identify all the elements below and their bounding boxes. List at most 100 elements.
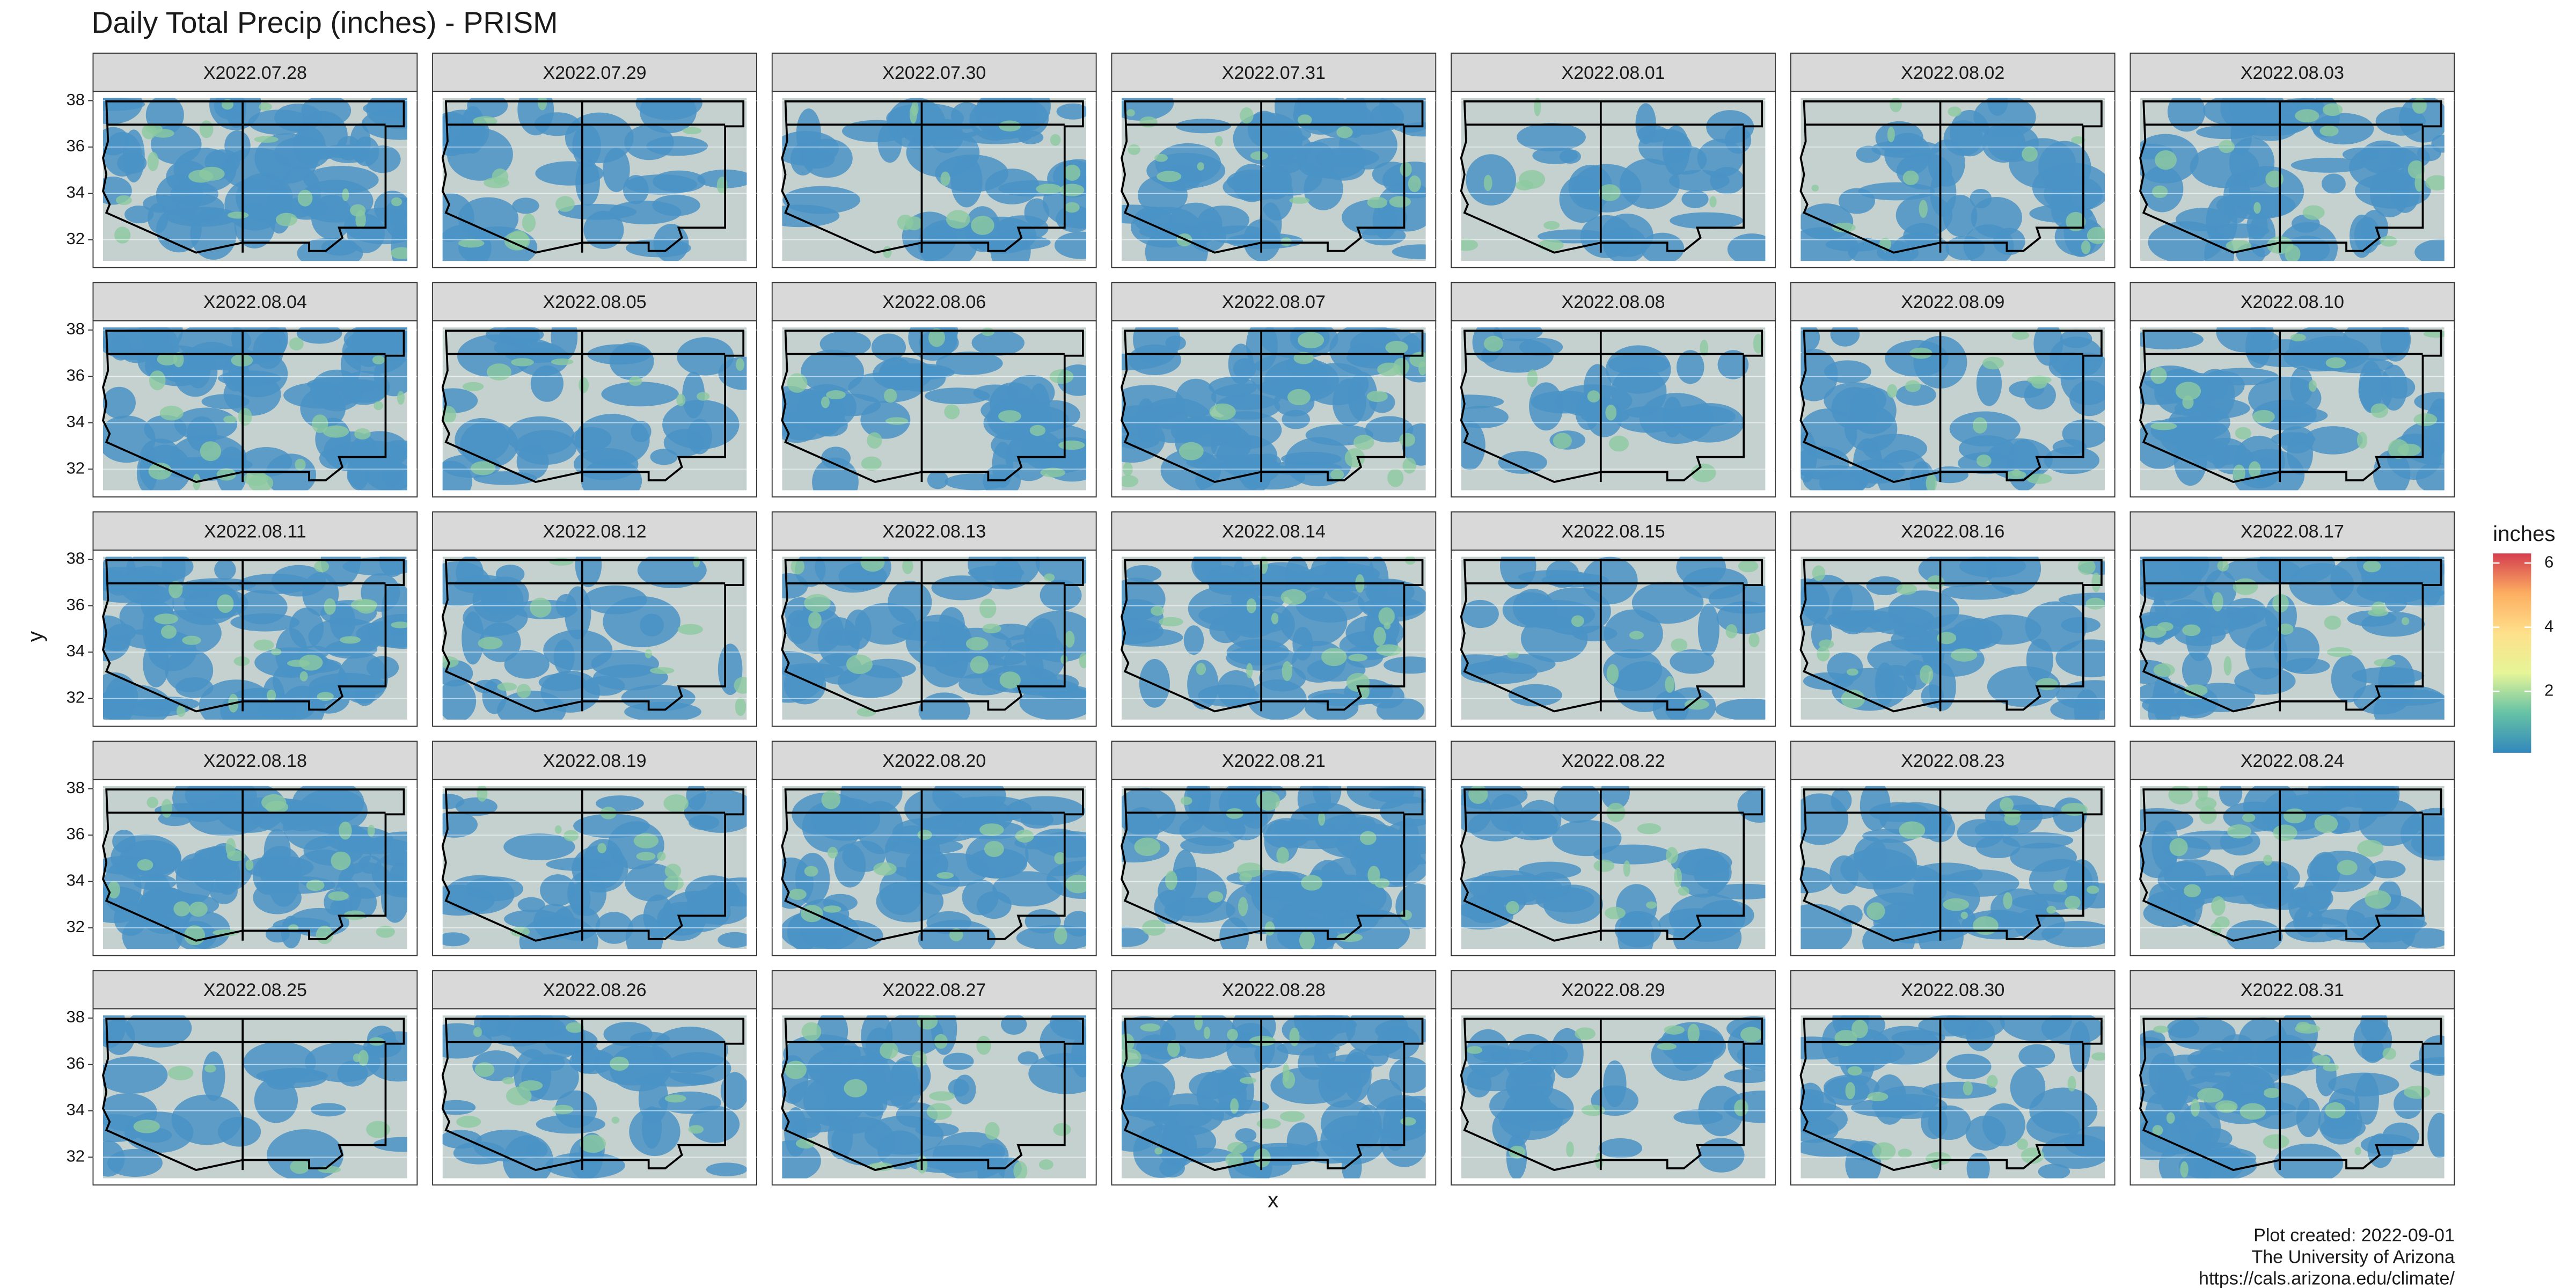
precip-area — [169, 581, 183, 598]
precip-area — [115, 195, 132, 206]
strip-label: X2022.08.13 — [882, 522, 986, 542]
precip-area — [985, 169, 1040, 204]
state-boundary — [441, 559, 745, 713]
precip-area — [355, 210, 366, 229]
precip-area — [821, 790, 841, 809]
facet: X2022.08.22 — [1451, 741, 1776, 956]
precip-area — [380, 874, 407, 923]
state-boundary — [441, 330, 745, 484]
strip-label: X2022.08.20 — [882, 751, 986, 771]
precip-area — [718, 932, 747, 948]
precip-area — [971, 216, 994, 235]
strip-label: X2022.08.01 — [1561, 63, 1665, 83]
strip-label: X2022.08.26 — [543, 980, 646, 1000]
precip-area — [2233, 578, 2258, 595]
precip-area — [2413, 413, 2438, 427]
precip-area — [2140, 557, 2202, 601]
precip-area — [801, 349, 864, 394]
precip-area — [1504, 1086, 1574, 1131]
y-tick-label: 36 — [66, 595, 84, 614]
precip-area — [1054, 852, 1066, 865]
precip-area — [511, 358, 534, 367]
precip-area — [266, 1129, 343, 1179]
precip-area — [885, 417, 909, 425]
precip-area — [463, 599, 528, 636]
precip-area — [1606, 664, 1619, 684]
state-boundary — [1121, 559, 1424, 713]
precip-area — [1553, 786, 1602, 823]
state-boundary — [781, 1018, 1084, 1172]
precip-area — [260, 327, 287, 358]
precip-area — [477, 786, 488, 802]
y-tick-label: 36 — [66, 136, 84, 155]
precip-area — [103, 127, 130, 156]
precip-area — [887, 98, 946, 149]
precip-area — [367, 613, 407, 649]
precip-area — [573, 814, 650, 838]
precip-area — [1498, 451, 1547, 474]
facet: X2022.08.02 — [1790, 53, 2116, 268]
strip — [1451, 53, 1776, 92]
precip-area — [1817, 646, 1830, 662]
precip-area — [2217, 560, 2229, 572]
precip-area — [580, 1135, 606, 1153]
precip-area — [373, 1137, 407, 1152]
map — [2140, 557, 2445, 720]
precip-area — [1609, 435, 1629, 452]
precip-area — [911, 100, 919, 116]
precip-area — [1538, 587, 1611, 635]
precip-area — [2360, 1015, 2388, 1043]
precip-area — [1502, 592, 1558, 628]
precip-area — [2295, 109, 2319, 123]
precip-area — [1508, 684, 1562, 707]
precip-area — [2066, 211, 2086, 231]
precip-area — [706, 877, 747, 907]
precip-area — [1534, 98, 1541, 116]
precip-area — [1256, 1118, 1281, 1129]
precip-area — [1128, 144, 1140, 155]
precip-area — [2382, 1122, 2419, 1151]
state-boundary — [781, 559, 1084, 713]
precip-area — [1399, 433, 1416, 447]
precip-area — [1376, 644, 1402, 656]
precip-area — [1679, 1030, 1726, 1063]
precip-area — [1507, 651, 1519, 659]
precip-area — [2314, 815, 2338, 833]
precip-area — [2308, 380, 2317, 392]
precip-area — [1858, 182, 1935, 201]
precip-area — [125, 1015, 192, 1048]
precip-area — [688, 1125, 704, 1134]
precip-area — [299, 654, 323, 671]
state-boundary — [1121, 330, 1424, 484]
precip-area — [801, 1022, 822, 1041]
precip-area — [2140, 330, 2204, 350]
chart-title: Daily Total Precip (inches) - PRISM — [91, 6, 558, 39]
precip-area — [1468, 786, 1488, 804]
precip-area — [2245, 626, 2288, 679]
precip-area — [628, 376, 642, 386]
precip-area — [1136, 398, 1157, 443]
precip-area — [1936, 632, 1957, 645]
precip-area — [374, 354, 407, 397]
y-tick-label: 34 — [66, 871, 84, 890]
precip-area — [1678, 886, 1689, 896]
precip-area — [664, 863, 682, 879]
precip-area — [107, 881, 120, 899]
precip-area — [510, 1015, 586, 1061]
map — [2140, 98, 2445, 261]
facet: X2022.08.12 — [432, 511, 757, 727]
precip-area — [1150, 605, 1165, 616]
precip-area — [275, 213, 298, 226]
precip-area — [148, 203, 169, 233]
precip-area — [1318, 811, 1326, 826]
map — [782, 327, 1087, 491]
precip-area — [1898, 1148, 1912, 1158]
precip-area — [1801, 227, 1859, 261]
state-boundary — [102, 1018, 405, 1172]
precip-area — [2071, 136, 2085, 144]
map — [2140, 786, 2445, 949]
strip-label: X2022.08.21 — [1222, 751, 1326, 771]
precip-area — [290, 1159, 310, 1174]
facet: X2022.08.01 — [1451, 53, 1776, 268]
